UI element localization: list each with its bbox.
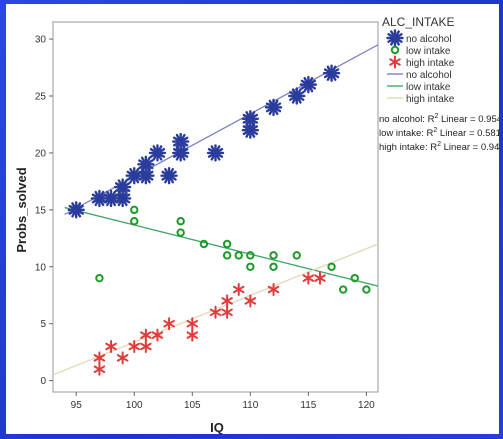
y-tick-label: 15 — [35, 205, 47, 216]
x-axis-label: IQ — [210, 420, 224, 434]
fit-line-low-intake — [64, 206, 378, 287]
point-low-intake — [362, 285, 371, 294]
point-low-intake — [269, 262, 278, 271]
y-tick-label: 5 — [40, 319, 46, 330]
point-low-intake — [269, 251, 278, 260]
legend-label: low intake — [406, 46, 451, 57]
legend-fit-label: no alcohol — [406, 70, 452, 81]
point-low-intake — [327, 262, 336, 271]
r2-annotation: no alcohol: R2 Linear = 0.954 — [379, 113, 499, 125]
plot-frame — [52, 21, 379, 393]
legend-label: no alcohol — [406, 34, 452, 45]
point-no-alcohol — [322, 64, 341, 82]
point-no-alcohol — [160, 166, 178, 185]
point-low-intake — [350, 273, 359, 283]
point-high-intake — [163, 317, 175, 331]
point-high-intake — [244, 294, 257, 308]
point-high-intake — [128, 339, 141, 353]
scatter-chart: 95 100 105 110 115 120 0 5 10 15 20 25 30 IQ Probs_s… — [14, 15, 503, 435]
point-low-intake — [246, 262, 255, 271]
y-tick-label: 25 — [35, 92, 47, 103]
point-low-intake — [130, 217, 139, 226]
point-high-intake — [116, 351, 129, 365]
chart-panel: 95 100 105 110 115 120 0 5 10 15 20 25 30 IQ Probs_s… — [6, 4, 503, 435]
point-low-intake — [222, 239, 232, 249]
point-high-intake — [314, 271, 326, 285]
point-high-intake — [186, 317, 199, 331]
legend-label: high intake — [406, 58, 455, 69]
y-tick-label: 0 — [40, 376, 46, 387]
point-low-intake — [338, 285, 348, 294]
point-low-intake — [199, 239, 209, 249]
x-tick-label: 120 — [358, 400, 375, 411]
x-tick-label: 105 — [184, 400, 201, 411]
point-high-intake — [140, 339, 152, 353]
r2-annotation: high intake: R2 Linear = 0.941 — [379, 141, 499, 153]
legend-marker-high-intake — [389, 55, 401, 69]
point-low-intake — [246, 251, 255, 260]
point-no-alcohol — [206, 144, 225, 162]
point-no-alcohol — [90, 189, 109, 208]
point-high-intake — [93, 351, 106, 365]
x-tick-label: 100 — [126, 400, 143, 411]
point-no-alcohol — [299, 75, 318, 94]
point-no-alcohol — [67, 201, 85, 219]
y-tick-label: 20 — [35, 148, 47, 159]
point-no-alcohol — [102, 189, 120, 208]
point-no-alcohol — [241, 121, 260, 139]
point-no-alcohol — [171, 144, 190, 162]
y-axis-label: Probs_solved — [14, 167, 29, 252]
point-high-intake — [302, 271, 315, 285]
point-high-intake — [209, 305, 222, 319]
point-low-intake — [234, 251, 243, 260]
point-low-intake — [176, 228, 185, 237]
point-high-intake — [151, 328, 164, 342]
r2-annotation: low intake: R2 Linear = 0.581 — [379, 127, 499, 139]
x-tick-label: 110 — [242, 400, 258, 411]
point-no-alcohol — [288, 87, 306, 105]
point-low-intake — [176, 217, 185, 226]
point-high-intake — [221, 294, 233, 308]
point-low-intake — [130, 205, 139, 215]
point-high-intake — [221, 305, 233, 319]
y-tick-label: 30 — [35, 35, 47, 46]
point-high-intake — [140, 328, 152, 342]
point-low-intake — [222, 251, 232, 260]
y-tick-label: 10 — [35, 262, 47, 273]
point-no-alcohol — [137, 155, 155, 174]
legend-marker-no-alcohol — [386, 29, 404, 47]
point-no-alcohol — [241, 110, 260, 128]
data-points — [67, 64, 371, 376]
legend-title: ALC_INTAKE — [382, 15, 454, 29]
point-low-intake — [292, 251, 301, 260]
axes: 95 100 105 110 115 120 0 5 10 15 20 25 30 — [35, 35, 375, 411]
point-no-alcohol — [113, 178, 132, 196]
point-no-alcohol — [264, 98, 283, 117]
point-high-intake — [232, 283, 245, 297]
legend-fit-label: high intake — [406, 94, 455, 105]
point-high-intake — [186, 328, 199, 342]
legend-fit-label: low intake — [406, 82, 451, 93]
legend-marker-low-intake — [390, 45, 400, 55]
x-tick-label: 115 — [300, 400, 316, 411]
point-high-intake — [267, 283, 280, 297]
point-no-alcohol — [171, 132, 190, 151]
x-tick-label: 95 — [71, 400, 83, 411]
point-no-alcohol — [148, 144, 167, 162]
point-low-intake — [95, 273, 104, 283]
point-high-intake — [105, 339, 117, 353]
point-high-intake — [93, 362, 106, 376]
